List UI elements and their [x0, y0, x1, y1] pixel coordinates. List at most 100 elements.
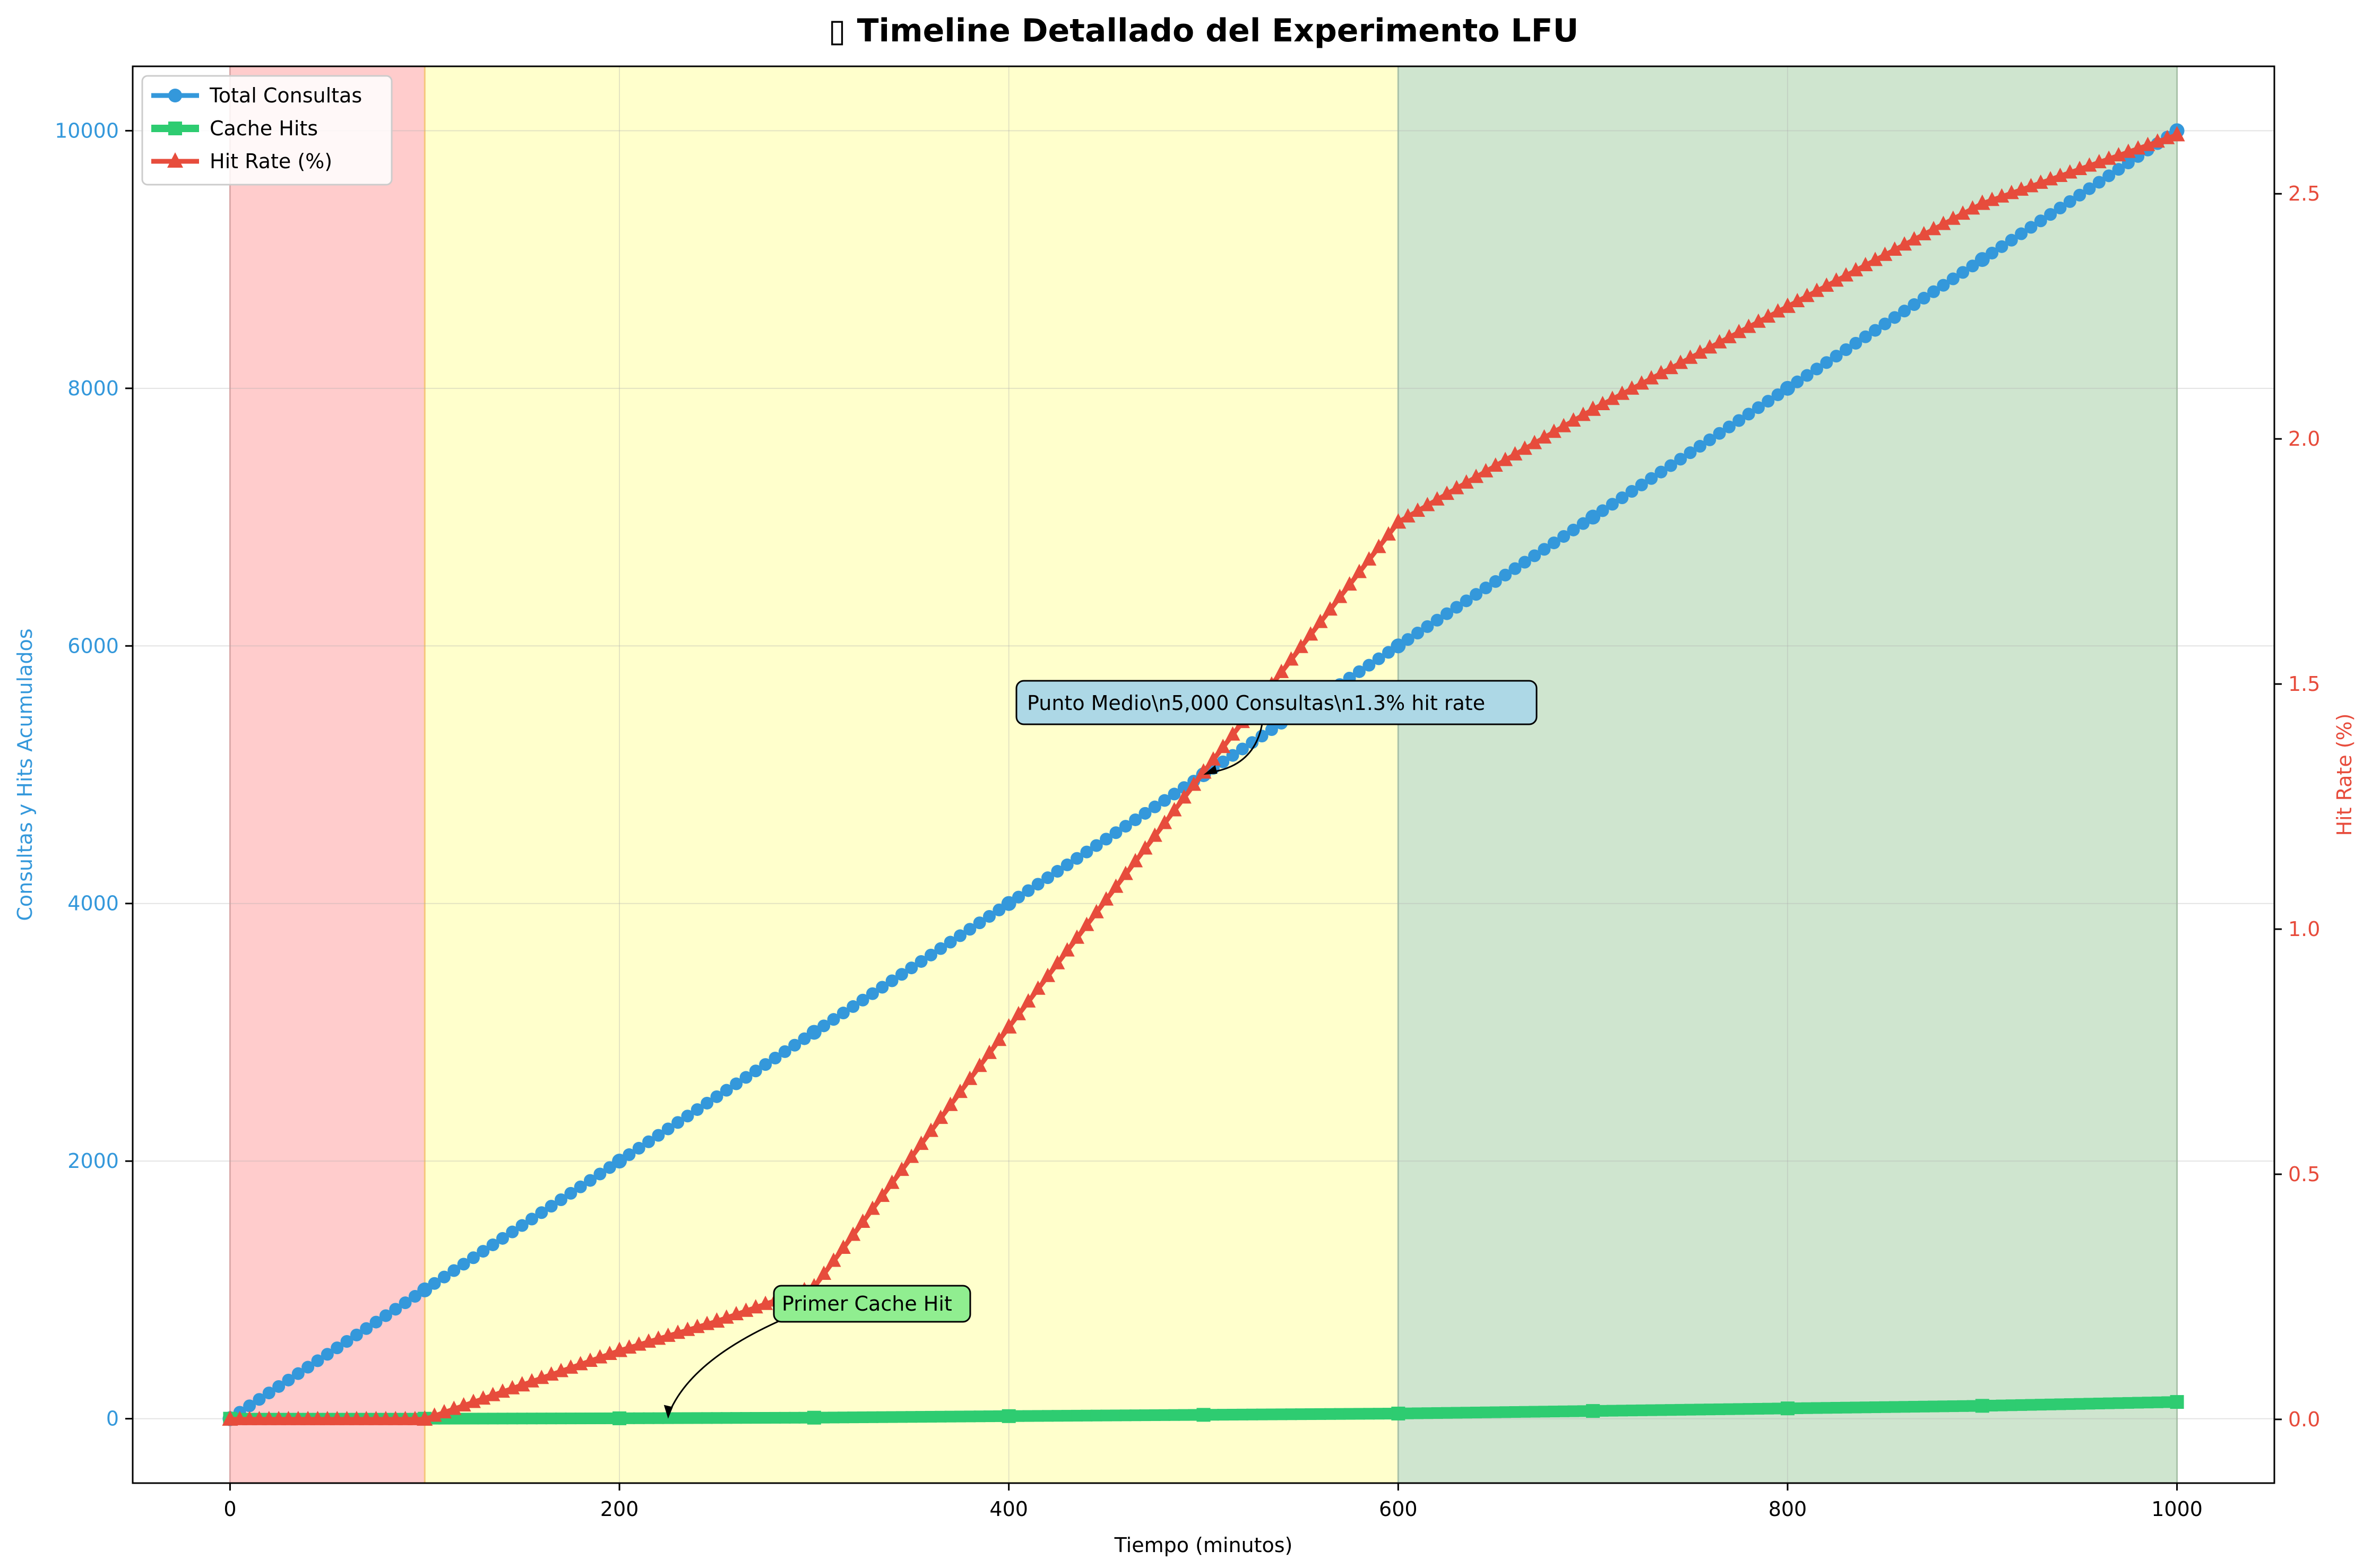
line-marker: [924, 948, 937, 961]
line-marker: [1850, 1401, 1862, 1414]
line-marker: [623, 1148, 636, 1162]
line-marker: [1450, 601, 1463, 614]
line-marker: [1421, 1407, 1434, 1419]
line-marker: [1674, 453, 1687, 466]
line-marker: [1236, 742, 1249, 756]
line-marker: [467, 1413, 479, 1425]
line-marker: [1899, 1401, 1911, 1413]
line-marker: [964, 1410, 976, 1423]
line-marker: [457, 1258, 470, 1271]
line-marker: [448, 1413, 460, 1425]
line-marker: [281, 1410, 296, 1425]
line-marker: [506, 1413, 519, 1425]
line-marker: [2064, 1398, 2076, 1410]
line-marker: [760, 1411, 772, 1424]
line-marker: [1869, 1401, 1882, 1414]
line-marker: [418, 1283, 432, 1296]
y-left-axis-ticks: 0 2000 4000 6000 8000 10000: [55, 119, 133, 1431]
line-marker: [1119, 1409, 1132, 1422]
line-marker: [672, 1412, 684, 1424]
line-marker: [1149, 1409, 1161, 1421]
line-marker: [1645, 472, 1658, 485]
line-marker: [1877, 246, 1893, 261]
line-marker: [1586, 510, 1600, 524]
line-marker: [1772, 1402, 1784, 1415]
line-marker: [1819, 277, 1834, 292]
line-marker: [1305, 1408, 1317, 1420]
line-marker: [1809, 282, 1824, 297]
line-marker: [1575, 406, 1591, 421]
line-marker: [1100, 1409, 1112, 1422]
line-marker: [1021, 993, 1036, 1008]
chart-title: ▯ Timeline Detallado del Experimento LFU: [829, 12, 1579, 49]
line-marker: [1537, 429, 1552, 444]
line-marker: [836, 1007, 850, 1020]
line-marker: [1664, 1404, 1677, 1416]
line-marker: [1644, 370, 1659, 385]
line-marker: [923, 1122, 938, 1137]
legend-marker: [168, 89, 182, 102]
line-marker: [1215, 739, 1231, 753]
line-marker: [242, 1410, 257, 1425]
line-marker: [545, 1413, 557, 1425]
line-marker: [973, 916, 986, 930]
line-marker: [681, 1110, 694, 1123]
line-marker: [1976, 253, 1989, 266]
y-left-tick-label: 0: [106, 1407, 119, 1431]
line-marker: [1157, 815, 1172, 829]
line-marker: [1381, 526, 1396, 541]
annotation-box-midpoint: [1015, 680, 1538, 725]
line-marker: [1684, 1404, 1696, 1416]
line-marker: [2092, 176, 2106, 189]
line-marker: [1927, 285, 1940, 298]
line-marker: [1322, 601, 1338, 616]
line-marker: [1420, 497, 1435, 512]
line-marker: [496, 1413, 508, 1425]
line-marker: [954, 1410, 966, 1423]
line-marker: [399, 1296, 412, 1310]
line-marker: [1373, 1408, 1385, 1420]
line-marker: [993, 1410, 1005, 1422]
line-marker: [1361, 551, 1377, 566]
line-marker: [915, 1411, 927, 1423]
line-marker: [2005, 233, 2018, 247]
legend-label: Total Consultas: [209, 84, 362, 107]
line-marker: [1430, 613, 1444, 627]
line-marker: [1986, 1399, 1998, 1411]
annotation-text-midpoint: Punto Medio\n5,000 Consultas\n1.3% hit r…: [1027, 691, 1485, 715]
line-marker: [2122, 1397, 2134, 1409]
line-marker: [1762, 1402, 1774, 1415]
line-marker: [1363, 1408, 1375, 1420]
line-marker: [789, 1411, 801, 1424]
line-marker: [1449, 480, 1464, 495]
legend-label: Hit Rate (%): [210, 150, 332, 173]
line-marker: [1275, 1408, 1288, 1420]
line-marker: [1587, 1405, 1599, 1417]
line-marker: [632, 1141, 645, 1155]
y-right-tick-label: 0.0: [2288, 1408, 2320, 1431]
line-marker: [740, 1412, 752, 1424]
line-marker: [934, 942, 947, 955]
line-marker: [807, 1026, 821, 1039]
line-marker: [1118, 865, 1133, 880]
line-marker: [516, 1413, 528, 1425]
line-marker: [1002, 897, 1015, 910]
legend-label: Cache Hits: [210, 117, 318, 140]
line-marker: [847, 1000, 860, 1013]
line-marker: [1139, 1409, 1151, 1422]
line-marker: [925, 1410, 937, 1423]
line-marker: [1207, 1409, 1219, 1421]
line-marker: [1616, 1405, 1628, 1417]
line-marker: [1392, 1407, 1404, 1419]
line-marker: [1071, 852, 1084, 865]
line-marker: [1538, 543, 1551, 556]
line-marker: [835, 1240, 851, 1254]
line-marker: [1197, 1409, 1210, 1421]
line-marker: [477, 1413, 489, 1425]
line-marker: [1099, 891, 1114, 906]
line-marker: [1625, 485, 1638, 498]
line-marker: [243, 1399, 256, 1413]
line-marker: [1217, 1409, 1229, 1421]
line-marker: [1713, 427, 1726, 440]
line-marker: [1460, 1407, 1472, 1419]
